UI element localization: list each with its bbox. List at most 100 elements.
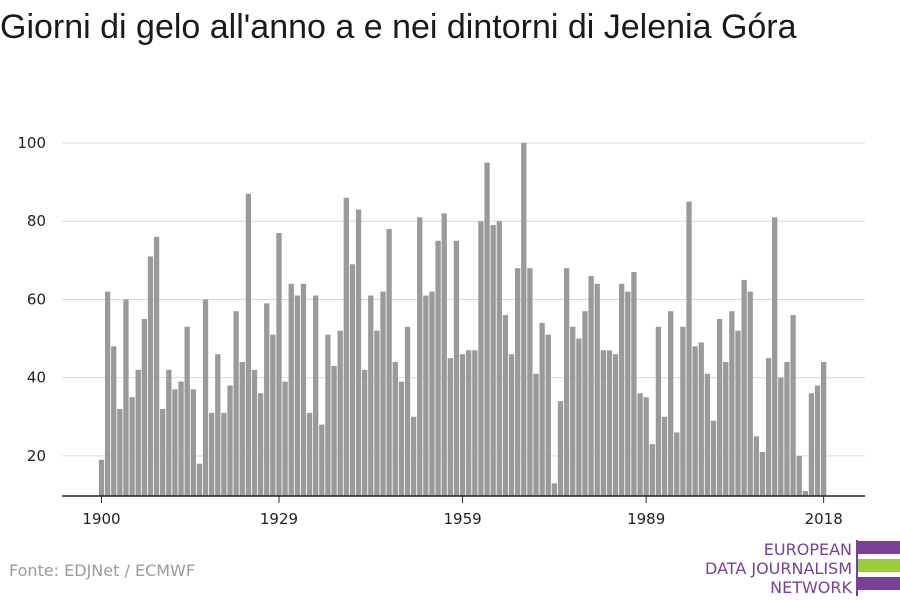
bar-1910 xyxy=(160,408,166,496)
bar-1907 xyxy=(141,319,147,496)
logo-line-2: DATA JOURNALISM xyxy=(705,559,852,578)
bar-1966 xyxy=(502,315,509,496)
bar-1980 xyxy=(588,275,594,496)
bar-2011 xyxy=(778,377,784,496)
y-tick-label: 40 xyxy=(27,369,46,387)
bar-1997 xyxy=(692,346,698,496)
bar-1945 xyxy=(374,330,380,496)
bar-1977 xyxy=(570,326,576,496)
bar-1988 xyxy=(637,393,643,496)
bar-1948 xyxy=(392,362,398,496)
logo-divider xyxy=(856,540,858,596)
bar-1992 xyxy=(661,416,668,496)
bar-1999 xyxy=(704,373,711,496)
bar-2008 xyxy=(759,451,766,496)
x-tick-label: 1900 xyxy=(82,510,120,528)
logo-line-3: NETWORK xyxy=(770,578,852,597)
bar-1935 xyxy=(313,295,319,496)
bar-1993 xyxy=(668,311,674,496)
bar-1951 xyxy=(410,416,417,496)
bar-1970 xyxy=(527,268,533,496)
bar-2003 xyxy=(729,311,735,496)
bar-2015 xyxy=(802,491,808,496)
bar-1954 xyxy=(429,291,435,496)
bar-1958 xyxy=(453,240,460,496)
bar-1981 xyxy=(594,283,600,496)
bar-1902 xyxy=(111,346,117,496)
bar-1947 xyxy=(386,229,392,497)
bar-1933 xyxy=(300,283,307,496)
bar-1921 xyxy=(227,385,233,496)
bar-2005 xyxy=(741,279,747,496)
bar-2004 xyxy=(735,330,741,496)
bar-2007 xyxy=(753,436,759,496)
bar-1923 xyxy=(239,362,245,496)
bar-1928 xyxy=(270,334,276,496)
bar-1959 xyxy=(459,354,466,496)
bar-1973 xyxy=(545,334,551,496)
bar-1979 xyxy=(582,311,588,496)
bar-1943 xyxy=(362,369,368,496)
y-axis-ticks: 20 40 60 80 100 xyxy=(17,134,46,465)
bar-1944 xyxy=(368,295,374,496)
bar-1996 xyxy=(686,201,692,497)
bar-1934 xyxy=(306,412,313,496)
bars xyxy=(98,143,827,497)
bar-1986 xyxy=(625,291,631,496)
bar-1940 xyxy=(343,197,349,496)
bar-2001 xyxy=(716,319,723,496)
bar-1900 xyxy=(98,459,105,496)
bar-1984 xyxy=(612,354,619,496)
y-tick-label: 20 xyxy=(27,447,46,465)
bar-1906 xyxy=(135,369,141,496)
bar-2000 xyxy=(710,420,717,496)
bar-1963 xyxy=(484,162,490,496)
logo-bar-bottom xyxy=(858,577,900,590)
bar-1939 xyxy=(337,330,343,496)
bar-1929 xyxy=(276,232,282,496)
bar-1969 xyxy=(521,143,527,496)
x-tick-label: 1989 xyxy=(627,510,665,528)
bar-1915 xyxy=(190,389,196,496)
bar-1983 xyxy=(606,350,613,496)
bar-1904 xyxy=(123,299,129,496)
bar-1955 xyxy=(435,240,441,496)
bar-1957 xyxy=(447,358,453,496)
bar-1982 xyxy=(600,350,606,496)
bar-2006 xyxy=(747,291,753,496)
bar-1971 xyxy=(533,373,539,496)
logo-bar-top xyxy=(858,541,900,554)
bar-2010 xyxy=(772,217,778,496)
bar-1927 xyxy=(264,303,270,496)
y-tick-label: 60 xyxy=(27,290,46,308)
bar-1950 xyxy=(404,326,411,496)
y-tick-label: 80 xyxy=(27,212,46,230)
bar-2009 xyxy=(765,358,772,496)
bar-1917 xyxy=(202,299,209,496)
bar-1972 xyxy=(539,322,545,496)
bar-1926 xyxy=(257,393,264,496)
source-note: Fonte: EDJNet / ECMWF xyxy=(9,561,196,580)
bar-1968 xyxy=(515,268,521,496)
bar-1946 xyxy=(380,291,386,496)
bar-1967 xyxy=(508,354,515,496)
bar-2016 xyxy=(808,393,815,496)
bar-1995 xyxy=(680,326,686,496)
x-tick-label: 2018 xyxy=(805,510,843,528)
bar-1916 xyxy=(196,463,203,496)
bar-1942 xyxy=(355,209,362,497)
bar-1989 xyxy=(643,397,649,496)
bar-1931 xyxy=(288,283,294,496)
bar-1964 xyxy=(490,225,496,496)
bar-1985 xyxy=(619,283,625,496)
chart-title: Giorni di gelo all'anno a e nei dintorni… xyxy=(0,8,797,46)
bar-2014 xyxy=(796,455,802,496)
bar-1914 xyxy=(184,326,190,496)
logo-line-1: EUROPEAN xyxy=(763,540,852,559)
bar-1990 xyxy=(649,444,655,496)
x-tick-label: 1959 xyxy=(443,510,481,528)
bar-1912 xyxy=(172,389,178,496)
bar-2018 xyxy=(821,362,827,496)
bar-1909 xyxy=(153,236,160,496)
